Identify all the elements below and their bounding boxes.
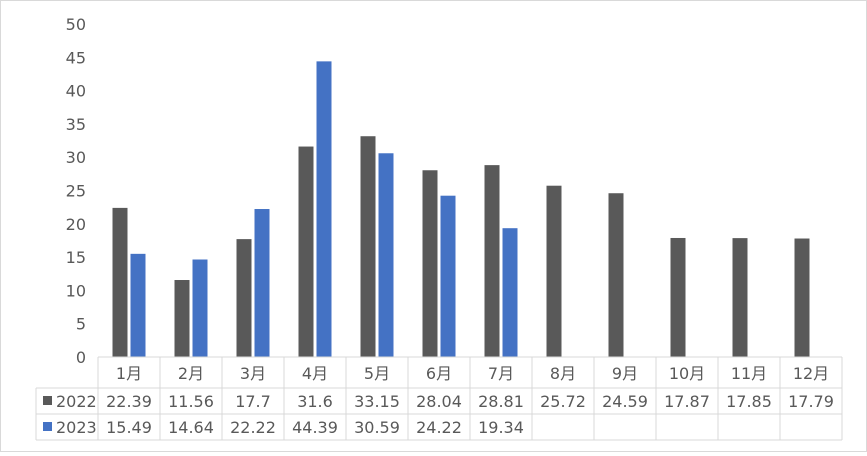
data-table-cell: 11.56 bbox=[168, 392, 214, 411]
y-tick-label: 50 bbox=[66, 15, 86, 34]
data-table-cell: 17.7 bbox=[235, 392, 271, 411]
data-table-cell: 22.22 bbox=[230, 418, 276, 437]
data-table-cell: 28.04 bbox=[416, 392, 462, 411]
x-category-label: 4月 bbox=[302, 364, 328, 383]
data-table-cell: 17.85 bbox=[726, 392, 772, 411]
bar-2022-3月 bbox=[236, 239, 252, 357]
y-tick-label: 15 bbox=[66, 248, 86, 267]
bar-2022-6月 bbox=[422, 170, 438, 357]
bar-2022-2月 bbox=[174, 280, 190, 357]
legend-label-2023: 2023 bbox=[56, 418, 97, 437]
bar-2023-2月 bbox=[192, 259, 208, 357]
legend-swatch-2023 bbox=[43, 422, 52, 431]
x-category-label: 6月 bbox=[426, 364, 452, 383]
data-table-cell: 44.39 bbox=[292, 418, 338, 437]
data-table-cell: 25.72 bbox=[540, 392, 586, 411]
data-table-cell: 17.87 bbox=[664, 392, 710, 411]
data-table-cell: 17.79 bbox=[788, 392, 834, 411]
bar-2023-7月 bbox=[502, 228, 518, 357]
x-category-label: 2月 bbox=[178, 364, 204, 383]
bar-2022-12月 bbox=[794, 238, 810, 357]
bar-2023-4月 bbox=[316, 61, 332, 357]
data-table-cell: 24.22 bbox=[416, 418, 462, 437]
data-table-cell: 19.34 bbox=[478, 418, 524, 437]
data-table-cell: 31.6 bbox=[297, 392, 333, 411]
bar-2023-1月 bbox=[130, 253, 146, 357]
bar-2022-8月 bbox=[546, 185, 562, 357]
bar-2022-7月 bbox=[484, 165, 500, 357]
x-category-label: 3月 bbox=[240, 364, 266, 383]
legend-swatch-2022 bbox=[43, 396, 52, 405]
y-tick-label: 30 bbox=[66, 148, 86, 167]
data-table-cell: 14.64 bbox=[168, 418, 214, 437]
y-tick-label: 10 bbox=[66, 281, 86, 300]
legend-label-2022: 2022 bbox=[56, 392, 97, 411]
bar-2022-10月 bbox=[670, 237, 686, 357]
y-tick-label: 35 bbox=[66, 115, 86, 134]
data-table-cell: 15.49 bbox=[106, 418, 152, 437]
x-category-label: 8月 bbox=[550, 364, 576, 383]
bar-2023-6月 bbox=[440, 195, 456, 357]
x-category-label: 12月 bbox=[793, 364, 829, 383]
y-tick-label: 45 bbox=[66, 48, 86, 67]
data-table-cell: 24.59 bbox=[602, 392, 648, 411]
data-table-cell: 28.81 bbox=[478, 392, 524, 411]
data-table-cell: 30.59 bbox=[354, 418, 400, 437]
data-table-cell: 22.39 bbox=[106, 392, 152, 411]
y-tick-label: 0 bbox=[76, 348, 86, 367]
data-table-cell: 33.15 bbox=[354, 392, 400, 411]
x-category-label: 10月 bbox=[669, 364, 705, 383]
x-category-label: 1月 bbox=[116, 364, 142, 383]
x-category-label: 7月 bbox=[488, 364, 514, 383]
x-category-label: 9月 bbox=[612, 364, 638, 383]
bar-2022-1月 bbox=[112, 207, 128, 357]
bar-2023-5月 bbox=[378, 153, 394, 357]
bar-2022-4月 bbox=[298, 146, 314, 357]
x-category-label: 11月 bbox=[731, 364, 767, 383]
y-tick-label: 20 bbox=[66, 215, 86, 234]
bar-2022-11月 bbox=[732, 238, 748, 357]
y-tick-label: 5 bbox=[76, 315, 86, 334]
bar-2022-9月 bbox=[608, 193, 624, 357]
x-category-label: 5月 bbox=[364, 364, 390, 383]
bar-2022-5月 bbox=[360, 136, 376, 357]
y-tick-label: 40 bbox=[66, 82, 86, 101]
bar-2023-3月 bbox=[254, 209, 270, 357]
y-tick-label: 25 bbox=[66, 182, 86, 201]
